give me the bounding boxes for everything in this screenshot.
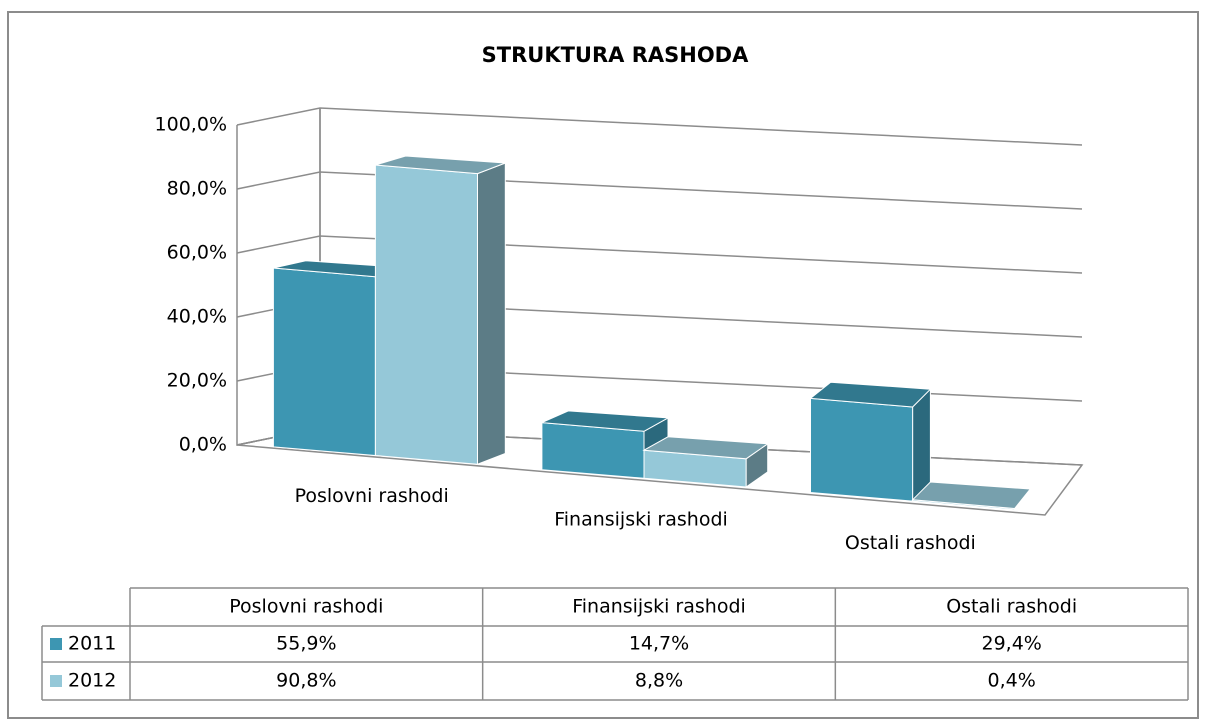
bar-top [642,436,770,460]
bar-side [477,162,506,465]
chart-title: STRUKTURA RASHODA [482,43,749,67]
grid-line [236,171,1083,210]
y-tick-label: 0,0% [179,434,227,456]
table-value: 8,8% [635,670,683,692]
bar [911,481,1032,512]
table-header: Finansijski rashodi [572,596,746,618]
grid-line [236,107,1083,146]
table-value: 0,4% [988,670,1036,692]
bar-top [541,410,670,432]
y-tick-label: 40,0% [167,306,227,328]
y-tick-label: 100,0% [155,114,227,136]
legend-label: 2011 [68,633,116,655]
x-tick-label: Ostali rashodi [845,532,976,554]
legend-swatch [50,675,62,687]
bar-front [272,267,376,457]
bar-top [911,481,1032,510]
legend-swatch [50,638,62,650]
bar-front [541,422,645,479]
chart-border [7,11,1199,719]
bar [809,381,932,503]
bar-top [809,381,932,408]
bar-front [810,397,914,502]
table-header: Poslovni rashodi [229,596,383,618]
y-tick-label: 20,0% [167,370,227,392]
table-value: 29,4% [981,633,1041,655]
table-header: Ostali rashodi [946,596,1077,618]
bar-front [374,164,478,465]
y-tick-label: 60,0% [167,242,227,264]
legend-label: 2012 [68,670,116,692]
table-value: 55,9% [276,633,336,655]
x-tick-label: Poslovni rashodi [295,485,449,507]
table-value: 14,7% [629,633,689,655]
grid-line [236,235,1083,274]
x-tick-label: Finansijski rashodi [554,509,728,531]
bar-top [375,155,506,175]
bar [374,155,506,465]
table-value: 90,8% [276,670,336,692]
y-tick-label: 80,0% [167,178,227,200]
bar [642,436,770,488]
